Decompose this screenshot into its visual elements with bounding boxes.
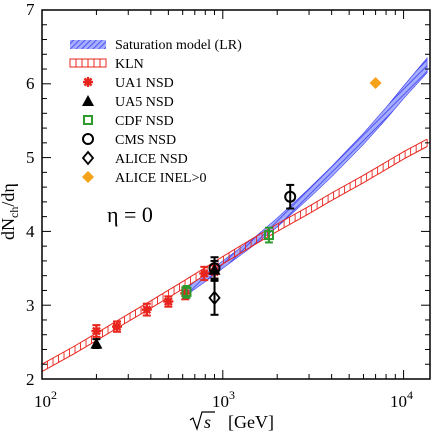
legend-label-alice-inel: ALICE INEL>0: [115, 171, 207, 186]
x-tick-label-10000: 104: [390, 388, 413, 411]
point-ua1-nsd-stroke: [92, 326, 101, 336]
band-kln-lower: [41, 146, 428, 373]
legend-label-cms: CMS NSD: [115, 133, 176, 148]
point-alice-nsd: [208, 290, 221, 306]
legend-marker-alice-inel-0: [82, 171, 94, 183]
point-ua1-nsd-stroke: [142, 305, 152, 315]
y-tick-label-2: 2: [26, 370, 35, 389]
x-tick-label-1000: 103: [212, 388, 235, 411]
point-alice-inel-0: [369, 77, 382, 90]
legend-marker-cms-nsd: [82, 133, 94, 145]
y-tick-label-4: 4: [26, 222, 35, 241]
point-ua1-nsd-stroke: [112, 322, 122, 331]
legend-label-ua1: UA1 NSD: [115, 76, 174, 91]
legend-marker-alice-nsd: [81, 150, 95, 166]
point-ua1-nsd: [91, 326, 102, 337]
svg-text:s: s: [204, 412, 211, 432]
y-tick-label-6: 6: [26, 74, 35, 93]
point-ua1-nsd-stroke: [163, 297, 173, 306]
eta-annotation: η = 0: [107, 202, 153, 227]
data-points: [90, 77, 382, 350]
point-ua5-nsd: [90, 337, 103, 349]
legend-label-saturation: Saturation model (LR): [115, 38, 242, 53]
legend-swatch-saturation: [70, 40, 106, 49]
axis-ticks: [41, 9, 430, 380]
legend-label-cdf: CDF NSD: [115, 114, 174, 129]
legend-label-kln: KLN: [115, 57, 144, 72]
legend-marker-ua5-nsd: [82, 95, 94, 106]
point-ua1-nsd: [199, 268, 210, 279]
legend-marker-ua1-nsd-stroke: [83, 77, 93, 87]
point-cdf-nsd: [181, 286, 192, 297]
legend-marker-cdf-nsd: [83, 115, 93, 125]
legend-swatch-kln: [69, 58, 107, 68]
point-ua1-nsd: [141, 304, 152, 315]
svg-text:[GeV]: [GeV]: [228, 412, 274, 432]
plot-area: [42, 10, 430, 379]
y-tick-label-7: 7: [26, 0, 35, 19]
legend-label-alice-nsd: ALICE NSD: [115, 152, 188, 167]
point-ua1-nsd-stroke: [199, 269, 209, 278]
legend-label-ua5: UA5 NSD: [115, 95, 174, 110]
legend-marker-ua1-nsd: [83, 77, 93, 87]
y-axis-title: dNch/dη: [0, 183, 21, 240]
legend: Saturation model (LR) KLN UA1 NSD UA5 NS…: [69, 38, 242, 186]
point-cdf-nsd: [263, 230, 274, 241]
sqrt-radical-sign: [189, 411, 215, 431]
y-tick-label-5: 5: [26, 148, 35, 167]
point-ua1-nsd: [112, 321, 123, 332]
point-cms-nsd: [208, 262, 221, 275]
x-tick-label-100: 102: [34, 388, 57, 411]
band-kln: [41, 138, 428, 373]
point-ua1-nsd: [163, 296, 174, 307]
y-tick-label-3: 3: [26, 296, 35, 315]
band-kln-upper: [41, 138, 428, 365]
x-axis-title: s [GeV]: [189, 411, 274, 432]
plot-frame: [41, 9, 431, 380]
point-cms-nsd: [284, 190, 297, 203]
